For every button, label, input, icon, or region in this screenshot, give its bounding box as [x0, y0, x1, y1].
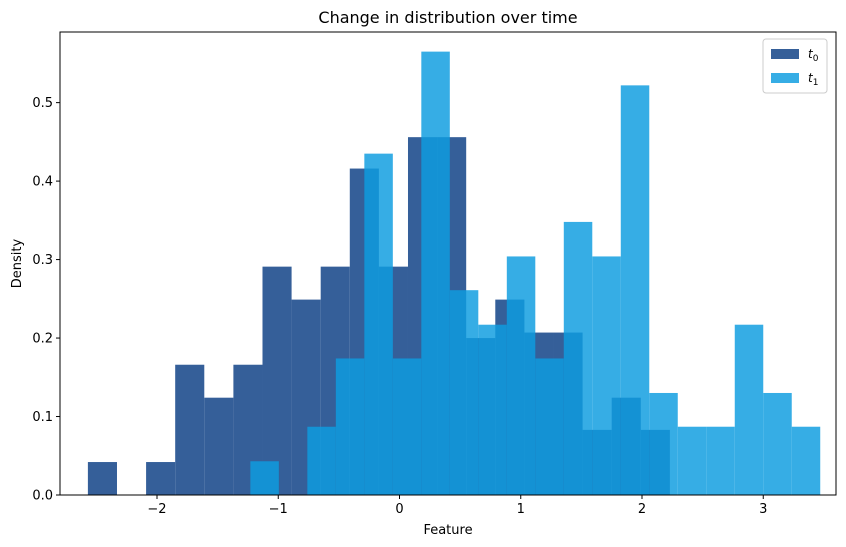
- bar-t1-bin-17: [734, 324, 764, 495]
- x-tick-label: 1: [517, 502, 525, 517]
- plot-frame: [59, 31, 837, 496]
- bar-t1-bin-9: [506, 256, 536, 495]
- legend-swatch-t1: [771, 73, 799, 83]
- y-tick-label: 0.0: [32, 489, 53, 504]
- bar-t1-bin-12: [592, 256, 621, 495]
- bar-t1-bin-15: [677, 426, 707, 495]
- bar-t0-bin-0: [87, 462, 117, 495]
- bar-t1-bin-11: [563, 221, 593, 495]
- bar-t0-bin-2: [146, 462, 176, 495]
- y-tick-label: 0.4: [32, 175, 53, 190]
- bar-t1-bin-4: [364, 153, 393, 495]
- chart-title: Change in distribution over time: [318, 8, 577, 27]
- bar-t1-bin-19: [791, 426, 821, 495]
- bar-t1-bin-8: [478, 324, 507, 495]
- bar-t1-bin-16: [706, 426, 735, 495]
- bar-t1-bin-3: [335, 358, 365, 495]
- x-tick-label: 3: [759, 502, 767, 517]
- legend-label-t0: t0: [808, 47, 819, 64]
- x-tick-label: −1: [269, 502, 288, 517]
- y-tick-label: 0.3: [32, 253, 53, 268]
- bar-t1-bin-13: [620, 85, 650, 496]
- bar-t1-bin-7: [449, 290, 479, 495]
- x-axis-ticks: −2 −1 0 1 2 3: [147, 495, 767, 517]
- bar-t1-bin-2: [307, 426, 336, 495]
- bars-layer: [87, 51, 821, 496]
- bar-t1-bin-14: [649, 392, 678, 495]
- bar-t0-bin-6: [262, 266, 292, 495]
- bar-t0-bin-4: [204, 397, 234, 495]
- bar-t1-bin-5: [392, 358, 422, 495]
- legend-swatch-t0: [771, 49, 799, 59]
- bar-t1-bin-0: [250, 461, 279, 495]
- y-tick-label: 0.5: [32, 96, 53, 111]
- y-axis-label: Density: [10, 238, 25, 288]
- legend-label-t1: t1: [808, 71, 818, 88]
- bar-t0-bin-3: [175, 364, 205, 495]
- x-tick-label: 0: [395, 502, 403, 517]
- y-tick-label: 0.2: [32, 332, 53, 347]
- x-axis-label: Feature: [423, 523, 472, 538]
- bar-t1-bin-10: [535, 358, 564, 495]
- x-tick-label: 2: [638, 502, 646, 517]
- bar-t1-bin-6: [421, 51, 450, 496]
- y-axis-ticks: 0.0 0.1 0.2 0.3 0.4 0.5: [32, 96, 60, 504]
- x-tick-label: −2: [147, 502, 166, 517]
- y-tick-label: 0.1: [32, 410, 53, 425]
- bar-t1-bin-18: [763, 392, 792, 495]
